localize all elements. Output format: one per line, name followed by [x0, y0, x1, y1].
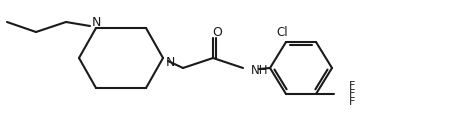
- Text: N: N: [165, 56, 175, 70]
- Text: N: N: [91, 17, 100, 30]
- Text: F: F: [349, 89, 355, 99]
- Text: NH: NH: [251, 64, 268, 78]
- Text: Cl: Cl: [276, 26, 288, 39]
- Text: F: F: [349, 97, 355, 107]
- Text: F: F: [349, 81, 355, 91]
- Text: O: O: [212, 26, 222, 39]
